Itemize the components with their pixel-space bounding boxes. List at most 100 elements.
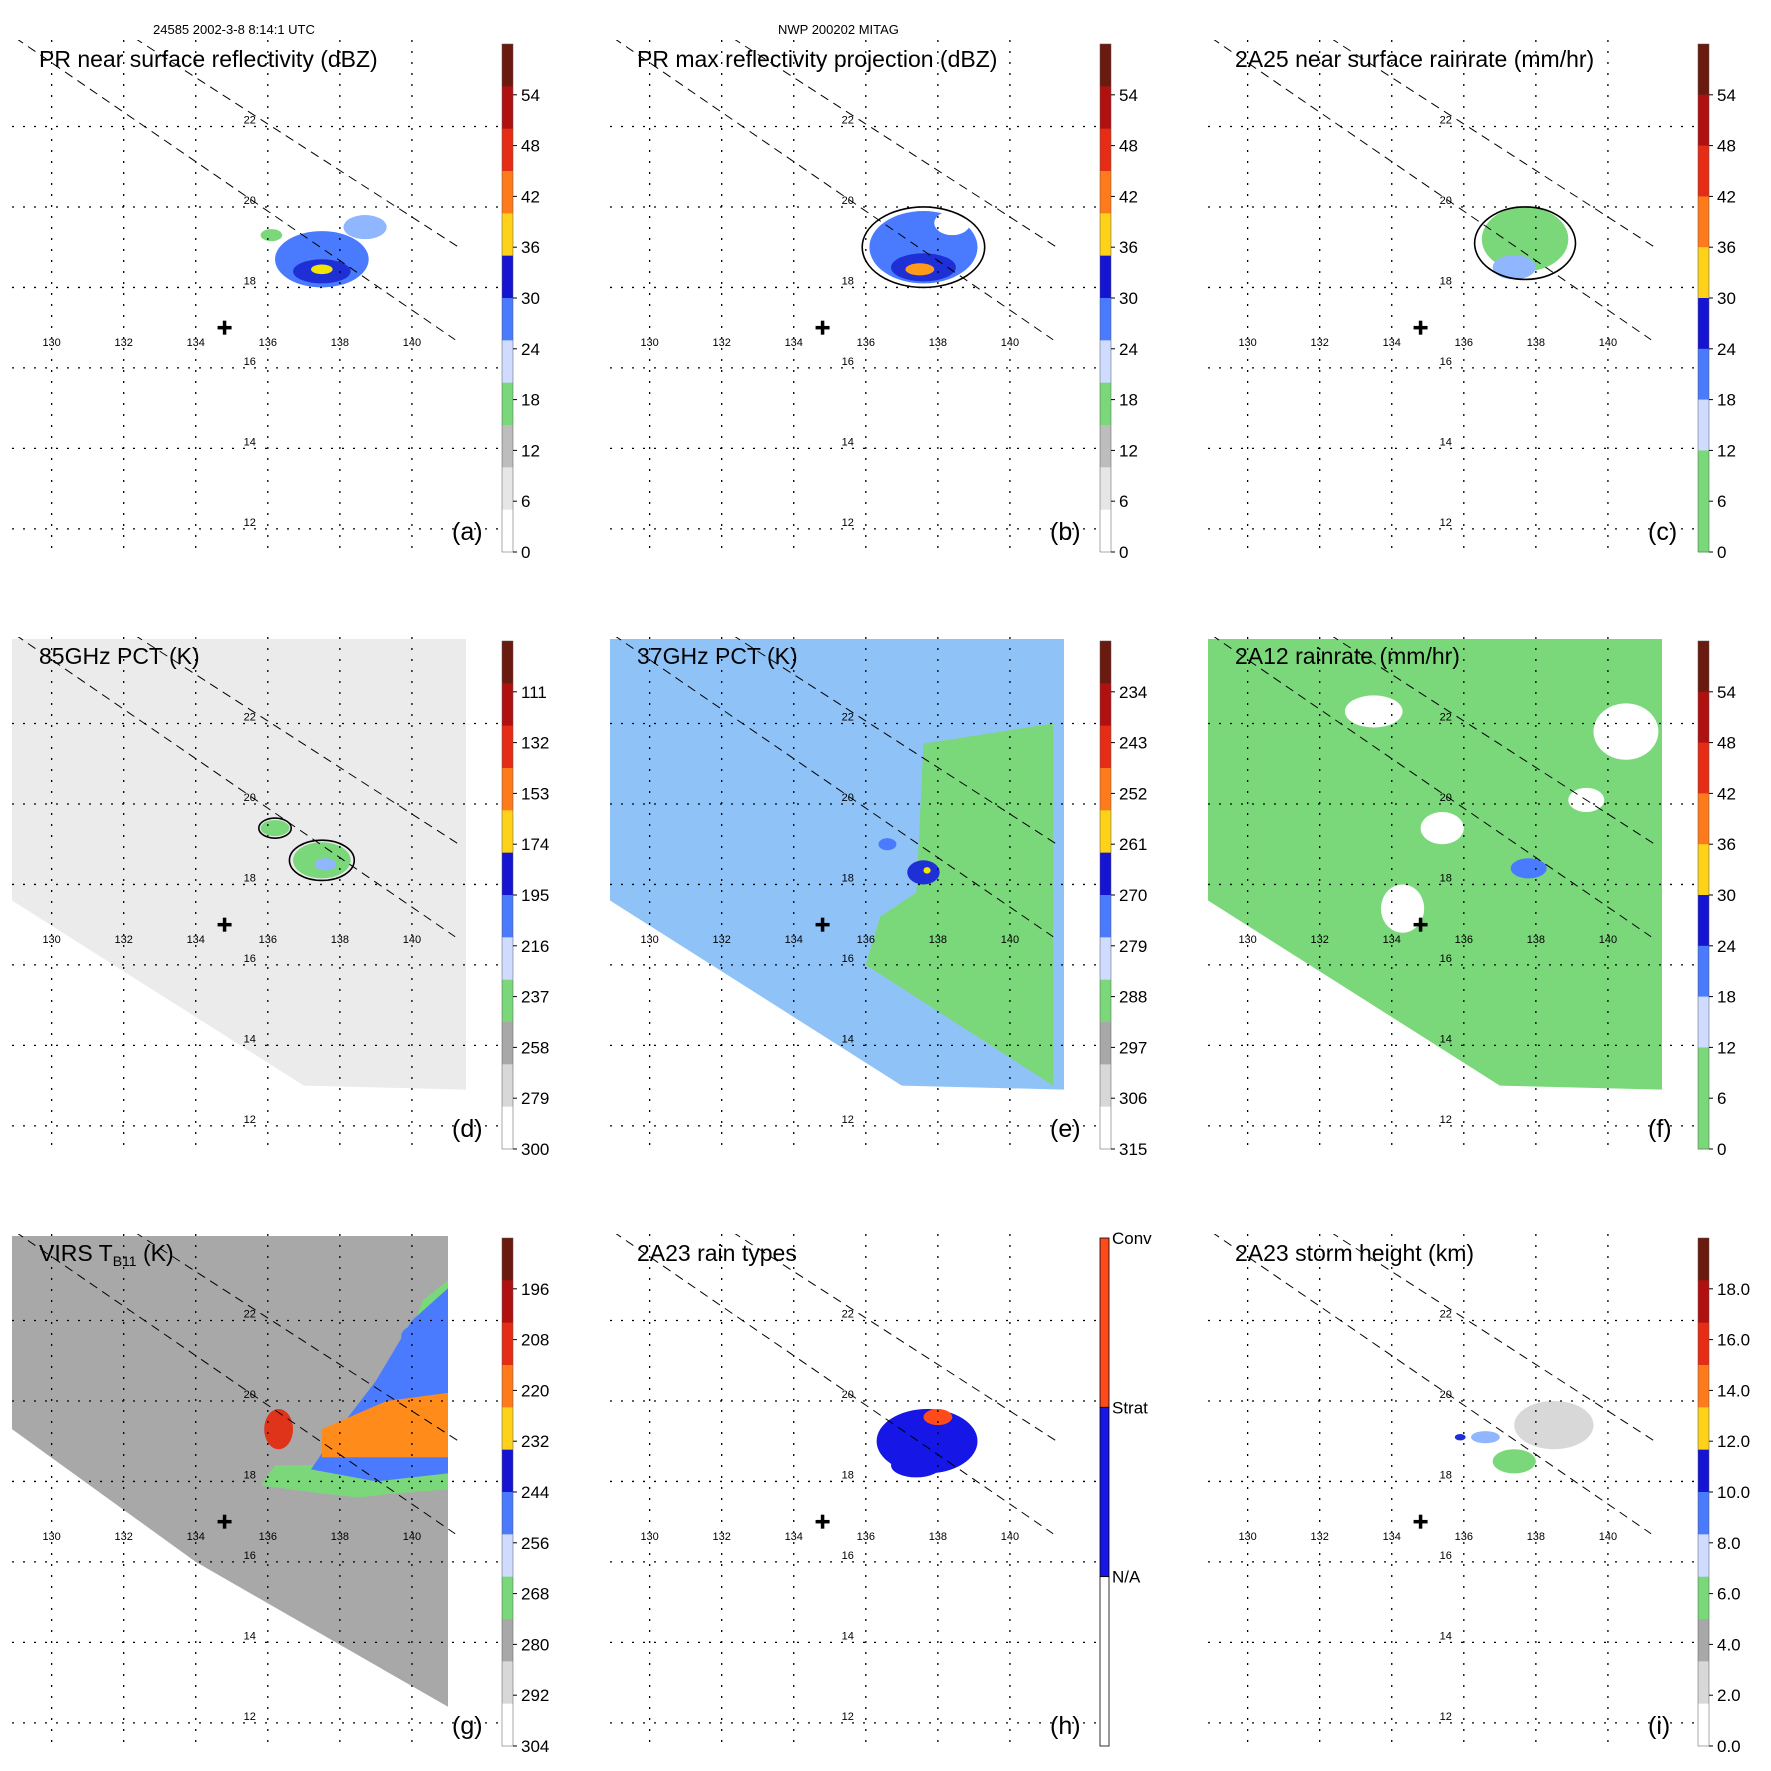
colorbar-label-d-0: 111 bbox=[521, 683, 547, 702]
lon-tick-c-138: 138 bbox=[1527, 337, 1545, 349]
colorbar-label-d-8: 279 bbox=[521, 1089, 549, 1108]
pr-swath-edges-h bbox=[615, 1234, 1058, 1535]
lon-tick-g-134: 134 bbox=[187, 1531, 205, 1543]
lon-tick-g-130: 130 bbox=[42, 1531, 60, 1543]
colorbar-label-g-3: 232 bbox=[521, 1432, 549, 1451]
lon-tick-g-140: 140 bbox=[403, 1531, 421, 1543]
graticule-f bbox=[1208, 637, 1698, 1152]
colorbar-label-c-5: 24 bbox=[1717, 340, 1736, 359]
colorbar-label-c-1: 48 bbox=[1717, 137, 1736, 156]
lat-tick-i-20: 20 bbox=[1440, 1389, 1452, 1401]
field-blob-a-2 bbox=[311, 264, 333, 275]
colorbar-label-d-5: 216 bbox=[521, 937, 549, 956]
lon-tick-i-134: 134 bbox=[1383, 1531, 1401, 1543]
lat-tick-a-16: 16 bbox=[244, 356, 256, 368]
colorbar-label-f-5: 24 bbox=[1717, 937, 1736, 956]
lat-tick-c-14: 14 bbox=[1440, 436, 1452, 448]
colorbar-label-a-7: 12 bbox=[521, 441, 540, 460]
colorbar-label-g-4: 244 bbox=[521, 1483, 549, 1502]
pr-swath-edges-e bbox=[615, 637, 1058, 938]
colorbar-label-f-1: 48 bbox=[1717, 734, 1736, 753]
colorbar-label-g-5: 256 bbox=[521, 1534, 549, 1553]
lon-tick-c-140: 140 bbox=[1599, 337, 1617, 349]
colorbar-label-b-2: 42 bbox=[1119, 187, 1138, 206]
panel-c: 130 132 134 136 138 140 22 20 18 16 14 12 2A25 near … bbox=[1208, 40, 1736, 562]
lat-tick-d-14: 14 bbox=[244, 1033, 256, 1045]
colorbar-label-e-8: 306 bbox=[1119, 1089, 1147, 1108]
lon-tick-f-138: 138 bbox=[1527, 934, 1545, 946]
colorbar-label-i-1: 16.0 bbox=[1717, 1331, 1750, 1350]
field-region-g-2 bbox=[321, 1392, 448, 1458]
panel-d: 130 132 134 136 138 140 22 20 18 16 14 12 85GHz PCT … bbox=[12, 637, 549, 1159]
colorbar-label-i-6: 6.0 bbox=[1717, 1585, 1741, 1604]
panel-title-d: 85GHz PCT (K) bbox=[39, 643, 200, 669]
colorbar-label-b-3: 36 bbox=[1119, 238, 1138, 257]
storm-center-marker-g bbox=[217, 1514, 232, 1529]
lat-tick-f-12: 12 bbox=[1440, 1114, 1452, 1126]
lon-tick-g-138: 138 bbox=[331, 1531, 349, 1543]
pr-swath-edges-b bbox=[615, 40, 1058, 341]
colorbar-label-g-9: 304 bbox=[521, 1737, 549, 1756]
lat-tick-d-12: 12 bbox=[244, 1114, 256, 1126]
panel-title-e: 37GHz PCT (K) bbox=[637, 643, 798, 669]
colorbar-label-d-7: 258 bbox=[521, 1038, 549, 1057]
graticule-e bbox=[610, 637, 1100, 1152]
field-blob-b-2 bbox=[905, 263, 935, 276]
colorbar-e: 234 243 252 261 270 279 288 297 306 315 bbox=[1099, 640, 1147, 1159]
pr-swath-edges-d bbox=[17, 637, 460, 938]
colorbar-label-i-4: 10.0 bbox=[1717, 1483, 1750, 1502]
pr-swath-edges-i bbox=[1213, 1234, 1656, 1535]
colorbar-label-c-3: 36 bbox=[1717, 238, 1736, 257]
storm-center-marker-h bbox=[815, 1514, 830, 1529]
lon-tick-h-138: 138 bbox=[929, 1531, 947, 1543]
lon-tick-i-130: 130 bbox=[1238, 1531, 1256, 1543]
colorbar-label-h-0: Conv bbox=[1112, 1229, 1152, 1248]
colorbar-label-e-1: 243 bbox=[1119, 734, 1147, 753]
field-blob-d-1 bbox=[314, 858, 337, 871]
panel-f: 130 132 134 136 138 140 22 20 18 16 14 12 2A12 rainr… bbox=[1208, 637, 1736, 1159]
lat-tick-h-14: 14 bbox=[842, 1630, 854, 1642]
panel-title-i: 2A23 storm height (km) bbox=[1235, 1240, 1474, 1266]
lon-tick-e-130: 130 bbox=[640, 934, 658, 946]
lon-tick-d-130: 130 bbox=[42, 934, 60, 946]
lat-tick-e-12: 12 bbox=[842, 1114, 854, 1126]
lon-tick-i-132: 132 bbox=[1311, 1531, 1329, 1543]
lat-tick-c-16: 16 bbox=[1440, 356, 1452, 368]
panel-label-f: (f) bbox=[1648, 1115, 1672, 1143]
field-blob-f-2 bbox=[1420, 812, 1464, 845]
field-blob-f-0 bbox=[1593, 703, 1659, 760]
lat-tick-h-16: 16 bbox=[842, 1550, 854, 1562]
lat-tick-g-14: 14 bbox=[244, 1630, 256, 1642]
colorbar-label-b-9: 0 bbox=[1119, 543, 1128, 562]
lon-tick-d-132: 132 bbox=[115, 934, 133, 946]
lon-tick-i-138: 138 bbox=[1527, 1531, 1545, 1543]
lon-tick-i-140: 140 bbox=[1599, 1531, 1617, 1543]
colorbar-label-i-2: 14.0 bbox=[1717, 1381, 1750, 1400]
panel-title-g: VIRS TB11 (K) bbox=[39, 1240, 174, 1269]
colorbar-i: 18.0 16.0 14.0 12.0 10.0 8.0 6.0 4.0 2.0 0.0 bbox=[1697, 1237, 1750, 1756]
colorbar-label-a-6: 18 bbox=[521, 391, 540, 410]
lat-tick-a-12: 12 bbox=[244, 517, 256, 529]
field-blob-i-0 bbox=[1514, 1400, 1594, 1450]
field-blob-d-2 bbox=[260, 820, 290, 837]
panel-label-d: (d) bbox=[452, 1115, 483, 1143]
colorbar-label-b-1: 48 bbox=[1119, 137, 1138, 156]
panel-label-i: (i) bbox=[1648, 1712, 1670, 1740]
storm-center-marker-i bbox=[1413, 1514, 1428, 1529]
panel-i: 130 132 134 136 138 140 22 20 18 16 14 12 2A23 storm… bbox=[1208, 1234, 1750, 1756]
field-blob-e-1 bbox=[907, 860, 940, 885]
colorbar-label-i-5: 8.0 bbox=[1717, 1534, 1741, 1553]
colorbar-label-i-7: 4.0 bbox=[1717, 1635, 1741, 1654]
colorbar-label-b-0: 54 bbox=[1119, 86, 1138, 105]
storm-center-marker-f bbox=[1413, 917, 1428, 932]
lat-tick-i-12: 12 bbox=[1440, 1711, 1452, 1723]
lon-tick-a-140: 140 bbox=[403, 337, 421, 349]
colorbar-d: 111 132 153 174 195 216 237 258 279 300 bbox=[501, 640, 549, 1159]
lon-tick-e-138: 138 bbox=[929, 934, 947, 946]
colorbar-label-d-4: 195 bbox=[521, 886, 549, 905]
lon-tick-a-130: 130 bbox=[42, 337, 60, 349]
lon-tick-h-134: 134 bbox=[785, 1531, 803, 1543]
field-blob-b-3 bbox=[934, 210, 971, 236]
colorbar-label-b-5: 24 bbox=[1119, 340, 1138, 359]
colorbar-label-g-7: 280 bbox=[521, 1635, 549, 1654]
